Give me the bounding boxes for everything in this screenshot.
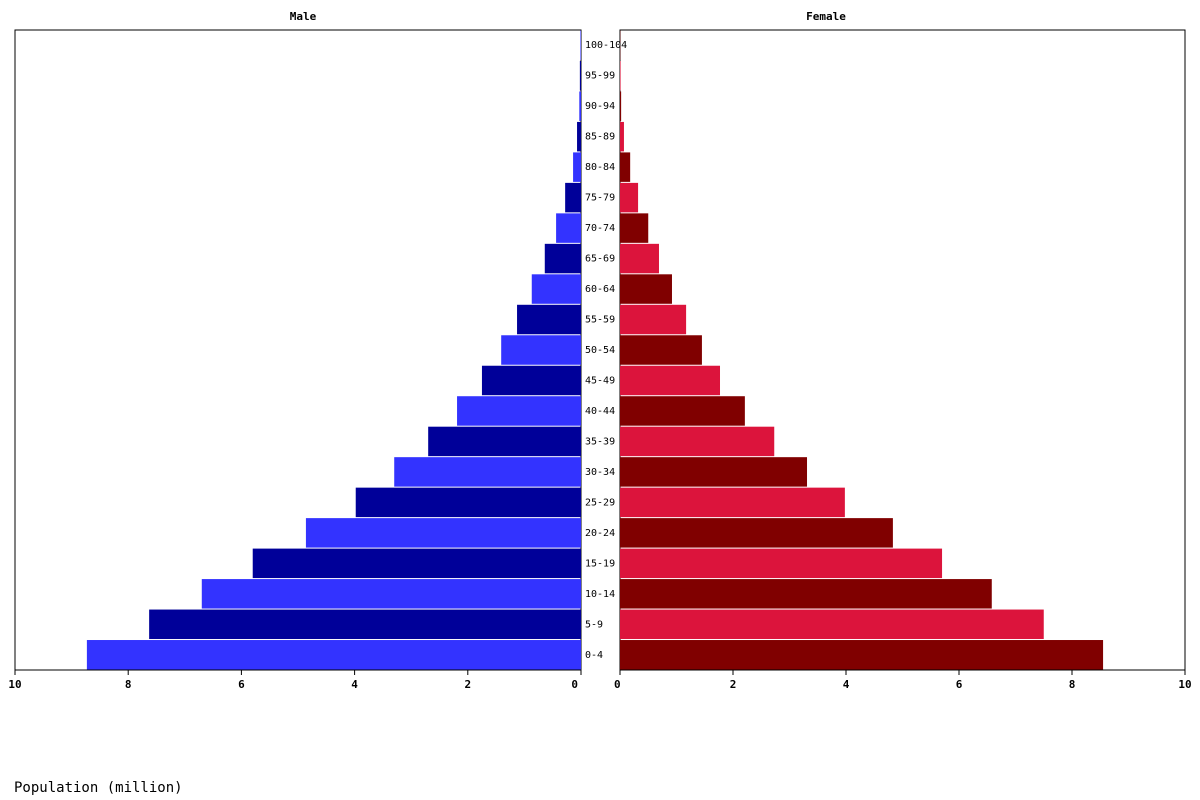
x-tick-label: 10 bbox=[1178, 678, 1191, 691]
bar bbox=[580, 30, 581, 60]
category-label: 45-49 bbox=[585, 375, 615, 386]
bar bbox=[620, 182, 639, 213]
bar bbox=[577, 121, 581, 152]
x-tick-label: 6 bbox=[238, 678, 245, 691]
panel-title: Female bbox=[806, 10, 846, 23]
bar bbox=[201, 579, 581, 609]
bar bbox=[620, 91, 622, 121]
category-label: 95-99 bbox=[585, 71, 615, 82]
category-label: 70-74 bbox=[585, 223, 615, 234]
category-label: 10-14 bbox=[585, 589, 615, 600]
x-tick-label: 8 bbox=[1069, 678, 1076, 691]
panel-title: Male bbox=[290, 10, 317, 23]
bar bbox=[620, 518, 893, 548]
x-tick-label: 4 bbox=[351, 678, 358, 691]
bar bbox=[620, 335, 702, 365]
bar bbox=[149, 609, 581, 640]
bar bbox=[573, 152, 581, 182]
bar bbox=[531, 274, 581, 304]
bar bbox=[620, 274, 672, 304]
bar bbox=[620, 365, 721, 396]
bar bbox=[305, 518, 581, 548]
bar bbox=[620, 60, 621, 91]
x-axis-label: Population (million) bbox=[14, 780, 183, 796]
bar bbox=[544, 243, 581, 274]
category-label: 50-54 bbox=[585, 345, 615, 356]
category-label: 85-89 bbox=[585, 132, 615, 143]
bar bbox=[620, 487, 845, 518]
bar bbox=[620, 426, 775, 457]
category-label: 20-24 bbox=[585, 528, 615, 539]
bar bbox=[394, 457, 581, 487]
bar bbox=[620, 243, 659, 274]
x-tick-label: 0 bbox=[614, 678, 621, 691]
category-label: 55-59 bbox=[585, 315, 615, 326]
x-tick-label: 2 bbox=[464, 678, 471, 691]
bar bbox=[565, 182, 581, 213]
bar bbox=[556, 213, 581, 243]
x-tick-label: 4 bbox=[843, 678, 850, 691]
bar bbox=[481, 365, 581, 396]
category-label: 75-79 bbox=[585, 193, 615, 204]
bar bbox=[620, 548, 943, 579]
bar bbox=[428, 426, 581, 457]
bar bbox=[620, 609, 1044, 640]
category-label: 35-39 bbox=[585, 436, 615, 447]
category-label: 5-9 bbox=[585, 619, 603, 630]
bar bbox=[620, 640, 1104, 670]
category-label: 90-94 bbox=[585, 101, 615, 112]
bar bbox=[620, 457, 808, 487]
x-tick-label: 8 bbox=[125, 678, 132, 691]
bar bbox=[579, 60, 581, 91]
bar bbox=[86, 640, 581, 670]
category-label: 15-19 bbox=[585, 558, 615, 569]
category-label: 30-34 bbox=[585, 467, 615, 478]
category-label: 0-4 bbox=[585, 650, 603, 661]
x-tick-label: 2 bbox=[730, 678, 737, 691]
bar bbox=[355, 487, 581, 518]
category-label: 80-84 bbox=[585, 162, 615, 173]
bar bbox=[620, 396, 745, 426]
x-tick-label: 6 bbox=[956, 678, 963, 691]
bar bbox=[457, 396, 581, 426]
category-label: 25-29 bbox=[585, 497, 615, 508]
category-label: 65-69 bbox=[585, 254, 615, 265]
bar bbox=[517, 304, 581, 335]
bar bbox=[501, 335, 581, 365]
category-label: 100-104 bbox=[585, 40, 627, 51]
category-label: 40-44 bbox=[585, 406, 615, 417]
bar bbox=[620, 304, 687, 335]
bar bbox=[620, 213, 649, 243]
bar bbox=[620, 579, 992, 609]
bar bbox=[579, 91, 581, 121]
category-label: 60-64 bbox=[585, 284, 615, 295]
bar bbox=[620, 121, 624, 152]
bar bbox=[620, 152, 631, 182]
x-tick-label: 0 bbox=[571, 678, 578, 691]
bar bbox=[252, 548, 581, 579]
x-tick-label: 10 bbox=[8, 678, 21, 691]
